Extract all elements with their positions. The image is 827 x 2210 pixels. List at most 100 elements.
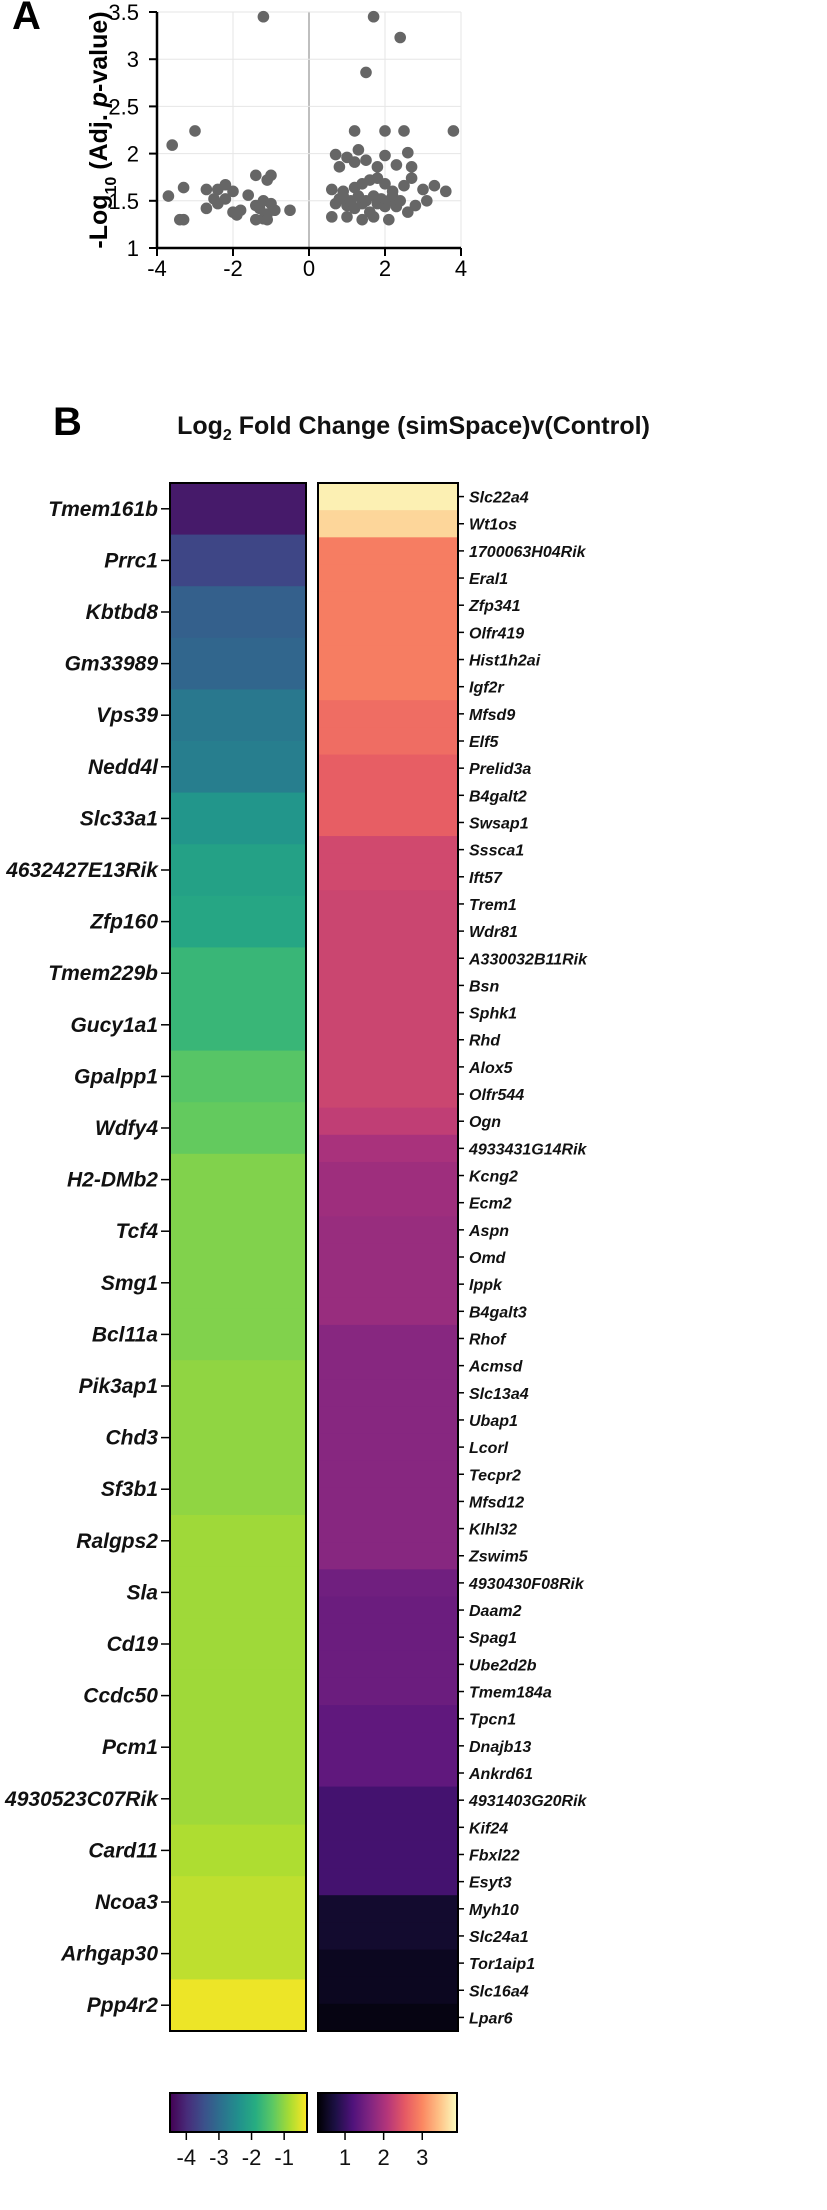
right-gene-label: Hist1h2ai xyxy=(469,653,541,670)
heatmap-cell-right xyxy=(318,1243,458,1272)
left-gene-label: Tcf4 xyxy=(116,1220,159,1243)
colorbar-tick-label: -2 xyxy=(242,2145,262,2170)
heatmap-cell-right xyxy=(318,1379,458,1407)
right-gene-label: Mfsd12 xyxy=(469,1494,524,1511)
x-tick-label: -2 xyxy=(223,256,243,281)
left-gene-label: Gpalpp1 xyxy=(74,1065,158,1088)
heatmap-cell-right xyxy=(318,1596,458,1625)
left-gene-label: Tmem161b xyxy=(48,498,158,521)
panel-b-letter: B xyxy=(53,400,82,444)
right-gene-label: Tor1aip1 xyxy=(469,1956,535,1973)
heatmap-cell-right xyxy=(318,673,458,701)
heatmap-chart: Tmem161b Prrc1 Kbtbd8 Gm33989 Vps39 Nedd4l Slc… xyxy=(4,482,588,2170)
right-gene-label: B4galt3 xyxy=(469,1304,527,1321)
heatmap-cell-right xyxy=(318,999,458,1027)
left-gene-label: Sla xyxy=(126,1581,158,1604)
right-gene-label: Olfr419 xyxy=(469,625,524,642)
right-heatmap-frame xyxy=(317,482,459,2032)
data-point xyxy=(417,183,429,196)
data-point xyxy=(447,125,460,137)
heatmap-cell-right xyxy=(318,1053,458,1082)
heatmap-cell-left xyxy=(170,586,306,639)
left-gene-label: Cd19 xyxy=(107,1633,159,1656)
heatmap-cell-right xyxy=(318,781,458,810)
heatmap-cell-right xyxy=(318,1868,458,1896)
data-point xyxy=(371,161,384,173)
heatmap-cell-left xyxy=(170,895,306,948)
left-gene-label: Smg1 xyxy=(101,1272,158,1295)
data-point xyxy=(383,213,395,226)
right-gene-label: Kcng2 xyxy=(469,1169,518,1186)
data-point xyxy=(367,10,380,23)
data-point xyxy=(390,159,403,171)
heatmap-title: Log2 Fold Change (simSpace)v(Control) xyxy=(0,412,827,445)
right-gene-label: Ippk xyxy=(469,1277,503,1294)
colorbar-tick-label: -3 xyxy=(209,2145,229,2170)
data-point xyxy=(257,10,270,23)
left-gene-label: Pcm1 xyxy=(102,1736,158,1759)
left-gene-label: Vps39 xyxy=(96,704,158,727)
heatmap-cell-right xyxy=(318,1324,458,1353)
data-point xyxy=(177,181,190,194)
heatmap-cell-left xyxy=(170,1773,306,1826)
heatmap-cell-left xyxy=(170,637,306,690)
right-gene-label: Ube2d2b xyxy=(469,1657,537,1674)
right-gene-label: Aspn xyxy=(468,1223,509,1240)
right-gene-label: Omd xyxy=(469,1250,507,1267)
data-point xyxy=(402,206,414,218)
right-gene-label: 4931403G20Rik xyxy=(468,1793,588,1810)
data-point xyxy=(356,213,369,226)
data-point xyxy=(166,139,178,151)
heatmap-cell-right xyxy=(318,1270,458,1299)
data-point xyxy=(394,31,407,44)
right-gene-label: Prelid3a xyxy=(469,761,531,778)
left-gene-label: Chd3 xyxy=(106,1427,159,1450)
colorbar-tick-label: 3 xyxy=(416,2145,428,2170)
right-gene-label: 4933431G14Rik xyxy=(468,1141,588,1158)
heatmap-cell-right xyxy=(318,510,458,538)
heatmap-cell-right xyxy=(318,1840,458,1869)
heatmap-cell-left xyxy=(170,844,306,897)
heatmap-cell-right xyxy=(318,537,458,566)
left-gene-label: Ccdc50 xyxy=(83,1685,158,1708)
heatmap-cell-right xyxy=(318,1080,458,1109)
data-point xyxy=(405,161,418,173)
heatmap-cell-right xyxy=(318,863,458,891)
heatmap-cell-right xyxy=(318,1732,458,1761)
data-point xyxy=(250,169,262,182)
right-gene-label: Ogn xyxy=(469,1114,501,1131)
data-point xyxy=(348,156,361,168)
right-gene-label: Ift57 xyxy=(469,870,503,887)
right-gene-label: Myh10 xyxy=(469,1902,519,1919)
right-gene-label: Acmsd xyxy=(468,1359,524,1376)
left-gene-label: Ppp4r2 xyxy=(87,1994,159,2017)
heatmap-cell-right xyxy=(318,1433,458,1462)
data-point xyxy=(428,179,441,192)
data-point xyxy=(348,125,361,137)
data-point xyxy=(200,202,213,215)
data-point xyxy=(352,144,365,156)
right-gene-label: Rhof xyxy=(469,1331,507,1348)
heatmap-cell-right xyxy=(318,483,458,511)
data-point xyxy=(379,178,391,190)
colorbar-tick-label: 2 xyxy=(378,2145,390,2170)
heatmap-cell-right xyxy=(318,1922,458,1951)
y-tick-label: 3.5 xyxy=(108,0,139,25)
heatmap-cell-right xyxy=(318,1161,458,1190)
y-tick-label: 1 xyxy=(127,236,139,261)
data-point xyxy=(367,211,380,223)
heatmap-cell-left xyxy=(170,1669,306,1722)
heatmap-cell-left xyxy=(170,1979,306,2032)
data-point xyxy=(219,178,232,191)
panel-a-letter: A xyxy=(12,0,41,38)
heatmap-cell-right xyxy=(318,2003,458,2032)
heatmap-cell-left xyxy=(170,1360,306,1413)
data-point xyxy=(398,179,410,192)
left-gene-label: Ralgps2 xyxy=(76,1530,158,1553)
heatmap-cell-right xyxy=(318,1949,458,1978)
right-gene-label: Klhl32 xyxy=(469,1522,517,1539)
data-point xyxy=(421,195,433,207)
right-gene-label: Esyt3 xyxy=(469,1875,512,1892)
left-gene-label: Kbtbd8 xyxy=(86,601,159,624)
right-gene-label: 1700063H04Rik xyxy=(469,544,587,561)
